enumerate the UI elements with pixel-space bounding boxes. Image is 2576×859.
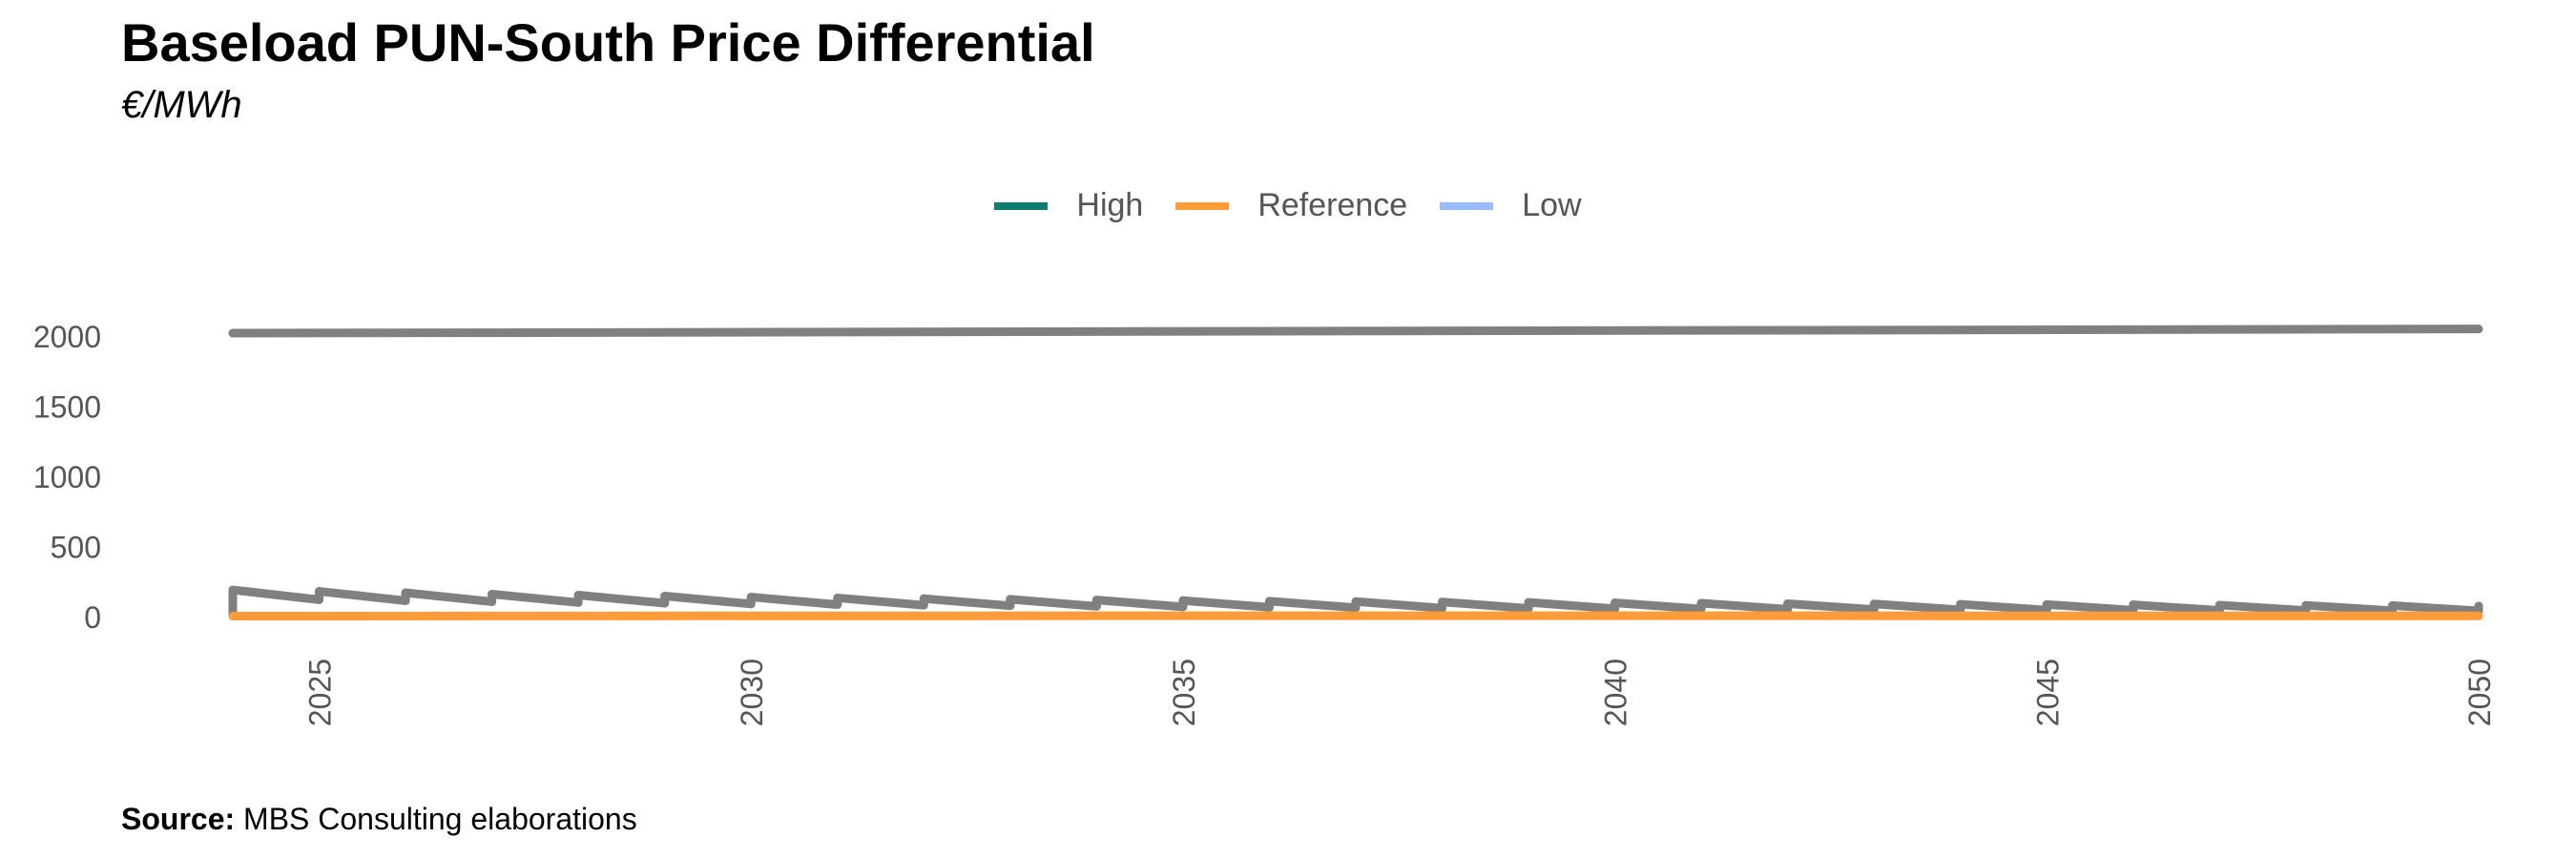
series-segment bbox=[1524, 597, 1620, 614]
series-segment bbox=[401, 588, 497, 606]
y-tick-label: 500 bbox=[51, 531, 101, 565]
series-line-0 bbox=[228, 325, 2483, 338]
plot-area bbox=[228, 325, 2483, 621]
x-tick-label: 2030 bbox=[735, 659, 769, 726]
series-segment bbox=[1783, 598, 1879, 615]
legend-swatch-reference bbox=[1175, 201, 1230, 210]
x-tick-label: 2045 bbox=[2030, 659, 2065, 726]
y-axis: 0 500 1000 1500 2000 bbox=[33, 320, 101, 635]
x-axis: 2025 2030 2035 2040 2045 2050 bbox=[303, 659, 2497, 726]
legend-label-low: Low bbox=[1522, 187, 1582, 223]
series-segment bbox=[2214, 600, 2311, 616]
series-segment bbox=[919, 594, 1015, 611]
series-segment bbox=[1091, 596, 1188, 612]
series-segment bbox=[1351, 597, 1447, 613]
series-segment bbox=[1264, 597, 1361, 613]
source-label: Source: bbox=[121, 802, 236, 836]
series-segment bbox=[2042, 599, 2138, 615]
series-segment bbox=[315, 587, 410, 605]
legend-label-reference: Reference bbox=[1257, 187, 1408, 223]
line-chart: 0 500 1000 1500 2000 2025 2030 2035 2040 2045 205… bbox=[33, 320, 2497, 726]
source-note: Source: MBS Consulting elaborations bbox=[121, 802, 637, 837]
series-segment bbox=[660, 592, 756, 609]
x-tick-label: 2050 bbox=[2462, 659, 2497, 726]
series-segment bbox=[228, 585, 324, 604]
series-segment bbox=[746, 593, 842, 610]
legend-swatch-high bbox=[994, 201, 1049, 210]
legend-item-low: Low bbox=[1440, 187, 1582, 224]
series-segment bbox=[488, 589, 583, 607]
y-tick-label: 1000 bbox=[33, 460, 101, 494]
y-tick-label: 0 bbox=[84, 600, 101, 635]
series-segment bbox=[2301, 600, 2397, 616]
y-tick-label: 2000 bbox=[33, 320, 101, 354]
series-segment bbox=[2387, 601, 2483, 616]
series-segment bbox=[1178, 596, 1274, 612]
series-segment bbox=[1610, 598, 1706, 614]
series-segment bbox=[2129, 600, 2224, 616]
series-segment bbox=[1869, 599, 1965, 615]
legend-item-reference: Reference bbox=[1175, 187, 1407, 224]
y-tick-label: 1500 bbox=[33, 390, 101, 425]
series-segment bbox=[1696, 598, 1793, 614]
legend: High Reference Low bbox=[0, 187, 2576, 224]
x-tick-label: 2025 bbox=[303, 659, 338, 726]
series-segment bbox=[1006, 595, 1101, 611]
series-segment bbox=[1956, 599, 2051, 615]
x-tick-label: 2040 bbox=[1599, 659, 1633, 726]
chart-title: Baseload PUN-South Price Differential bbox=[121, 12, 1095, 73]
series-segment bbox=[573, 591, 670, 608]
legend-item-high: High bbox=[994, 187, 1143, 224]
legend-swatch-low bbox=[1440, 201, 1494, 210]
series-segment bbox=[1438, 597, 1533, 613]
x-tick-label: 2035 bbox=[1167, 659, 1201, 726]
source-text: MBS Consulting elaborations bbox=[235, 802, 637, 836]
legend-label-high: High bbox=[1076, 187, 1144, 223]
chart-subtitle: €/MWh bbox=[121, 84, 242, 126]
series-segment bbox=[833, 593, 928, 610]
